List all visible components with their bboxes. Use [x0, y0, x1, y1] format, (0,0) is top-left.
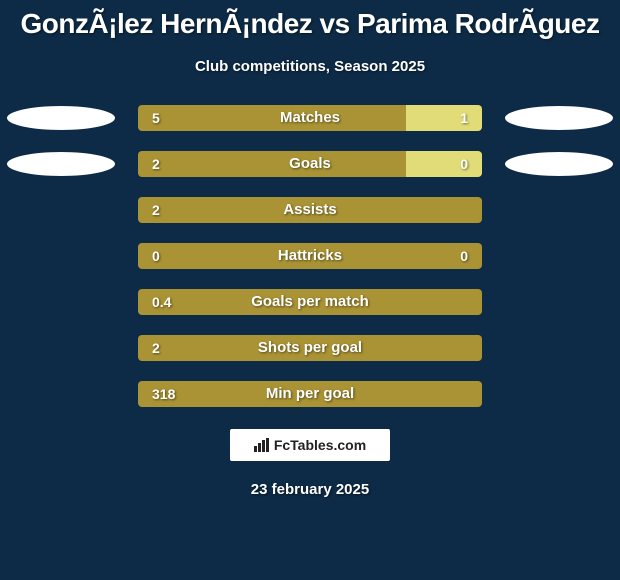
stat-bar [138, 243, 482, 269]
stat-row: 20Goals [0, 151, 620, 177]
stat-value-right: 1 [460, 105, 468, 131]
stat-row: 2Assists [0, 197, 620, 223]
stat-bar-left [138, 335, 482, 361]
stat-bar [138, 105, 482, 131]
player-right-badge [504, 105, 614, 131]
comparison-infographic: GonzÃ¡lez HernÃ¡ndez vs Parima RodrÃ­gue… [0, 0, 620, 580]
stat-bar [138, 335, 482, 361]
stat-row: 318Min per goal [0, 381, 620, 407]
stat-value-left: 318 [152, 381, 175, 407]
stat-bar-left [138, 197, 482, 223]
stat-value-left: 5 [152, 105, 160, 131]
stat-row: 00Hattricks [0, 243, 620, 269]
stat-value-right: 0 [460, 151, 468, 177]
stat-bar [138, 151, 482, 177]
stat-row: 2Shots per goal [0, 335, 620, 361]
stat-bar-left [138, 381, 482, 407]
stat-bar-left [138, 151, 406, 177]
brand-text: FcTables.com [274, 437, 366, 453]
stat-value-left: 0 [152, 243, 160, 269]
stat-row: 51Matches [0, 105, 620, 131]
player-left-badge [6, 151, 116, 177]
stat-value-left: 2 [152, 335, 160, 361]
stat-value-left: 2 [152, 151, 160, 177]
subtitle: Club competitions, Season 2025 [0, 58, 620, 75]
stat-value-left: 0.4 [152, 289, 171, 315]
stats-rows: 51Matches20Goals2Assists00Hattricks0.4Go… [0, 105, 620, 407]
stat-value-right: 0 [460, 243, 468, 269]
brand-badge: FcTables.com [230, 429, 390, 461]
player-left-badge [6, 105, 116, 131]
stat-bar [138, 197, 482, 223]
stat-row: 0.4Goals per match [0, 289, 620, 315]
stat-bar-left [138, 289, 482, 315]
player-right-badge [504, 151, 614, 177]
stat-bar-left [138, 243, 482, 269]
chart-icon [254, 438, 270, 452]
stat-bar-right [406, 151, 482, 177]
stat-bar-left [138, 105, 406, 131]
stat-value-left: 2 [152, 197, 160, 223]
stat-bar [138, 381, 482, 407]
stat-bar [138, 289, 482, 315]
date-text: 23 february 2025 [0, 481, 620, 498]
page-title: GonzÃ¡lez HernÃ¡ndez vs Parima RodrÃ­gue… [0, 8, 620, 40]
stat-bar-right [406, 105, 482, 131]
